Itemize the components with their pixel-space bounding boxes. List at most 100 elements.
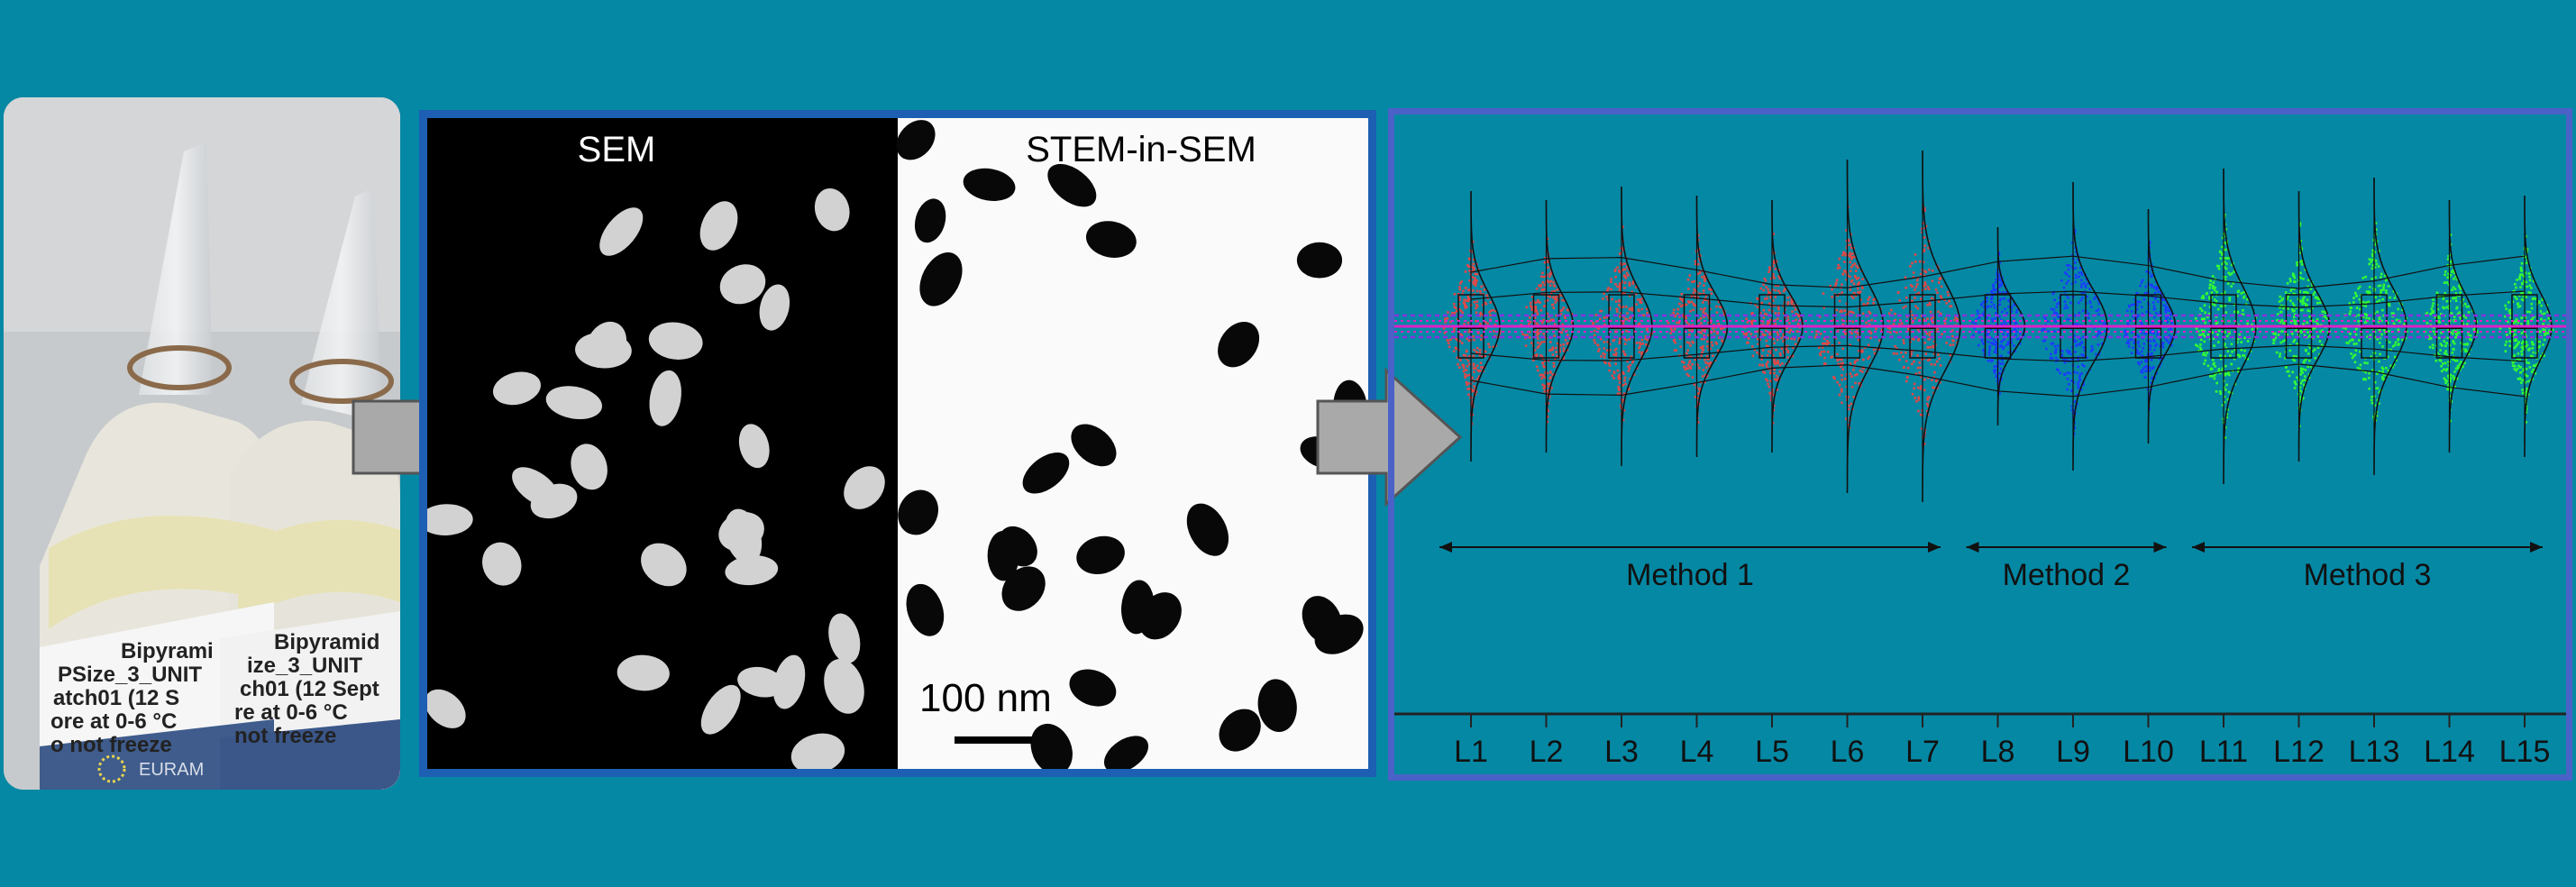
data-point bbox=[2520, 350, 2523, 353]
data-point bbox=[1750, 323, 1754, 326]
data-point bbox=[2081, 335, 2085, 339]
data-point bbox=[2530, 370, 2534, 373]
data-point bbox=[1672, 311, 1675, 315]
data-point bbox=[2520, 346, 2524, 349]
data-point bbox=[1993, 365, 1996, 369]
data-point bbox=[2513, 322, 2516, 325]
data-point bbox=[1676, 307, 1680, 311]
data-point bbox=[2353, 291, 2357, 295]
data-point bbox=[1838, 266, 1841, 270]
data-point bbox=[2529, 287, 2533, 289]
data-point bbox=[1555, 351, 1557, 353]
data-point bbox=[1777, 307, 1780, 311]
data-point bbox=[1466, 321, 1470, 325]
data-point bbox=[2236, 311, 2240, 315]
data-point bbox=[2522, 279, 2526, 283]
data-point bbox=[1475, 305, 1479, 308]
data-point bbox=[2442, 297, 2445, 300]
data-point bbox=[1692, 291, 1695, 295]
data-point bbox=[1845, 385, 1849, 389]
data-point bbox=[1442, 327, 1446, 330]
data-point bbox=[1860, 351, 1864, 353]
data-point bbox=[2276, 319, 2279, 322]
data-point bbox=[2542, 343, 2544, 346]
data-point bbox=[2518, 275, 2521, 279]
data-point bbox=[1822, 306, 1825, 309]
data-point bbox=[2230, 362, 2233, 366]
data-point bbox=[1770, 350, 1773, 352]
sem-particle bbox=[719, 264, 766, 305]
data-point bbox=[1553, 297, 1557, 301]
data-point bbox=[2381, 368, 2385, 370]
data-point bbox=[1696, 421, 1700, 424]
data-point bbox=[1918, 361, 1922, 364]
data-point bbox=[1480, 366, 1483, 369]
data-point bbox=[1974, 322, 1978, 325]
data-point bbox=[2223, 343, 2226, 347]
data-point bbox=[1777, 378, 1779, 380]
data-point bbox=[1932, 298, 1936, 301]
data-point bbox=[2443, 368, 2445, 371]
data-point bbox=[1562, 343, 1565, 346]
data-point bbox=[1991, 319, 1995, 323]
data-point bbox=[2282, 306, 2285, 310]
data-point bbox=[1928, 334, 1932, 336]
data-point bbox=[2516, 303, 2519, 306]
data-point bbox=[2137, 335, 2141, 338]
data-point bbox=[1619, 327, 1622, 331]
group-label: Method 1 bbox=[1626, 558, 1754, 592]
data-point bbox=[2316, 297, 2320, 300]
data-point bbox=[2213, 344, 2215, 347]
data-point bbox=[2513, 364, 2517, 368]
data-point bbox=[1623, 281, 1627, 284]
data-point bbox=[1762, 283, 1765, 287]
data-point bbox=[2462, 323, 2465, 326]
data-point bbox=[2168, 309, 2171, 312]
data-point bbox=[1841, 378, 1844, 381]
data-point bbox=[2146, 353, 2150, 357]
data-point bbox=[1472, 364, 1475, 367]
data-point bbox=[2223, 331, 2226, 334]
data-point bbox=[2371, 254, 2374, 258]
data-point bbox=[2369, 337, 2371, 340]
data-point bbox=[2371, 263, 2375, 267]
data-point bbox=[2508, 311, 2512, 315]
data-point bbox=[1444, 317, 1447, 321]
data-point bbox=[2432, 298, 2434, 301]
data-point bbox=[1767, 345, 1770, 348]
data-point bbox=[2223, 400, 2226, 404]
data-point bbox=[2543, 338, 2546, 342]
data-point bbox=[2542, 323, 2544, 326]
data-point bbox=[1635, 367, 1639, 370]
data-point bbox=[1694, 358, 1697, 361]
data-point bbox=[2079, 270, 2083, 274]
data-point bbox=[1983, 330, 1986, 334]
x-tick-label: L6 bbox=[1831, 735, 1865, 769]
data-point bbox=[2076, 371, 2079, 375]
data-point bbox=[2504, 350, 2507, 352]
data-point bbox=[2518, 278, 2521, 280]
data-point bbox=[2303, 383, 2306, 387]
data-point bbox=[2445, 379, 2449, 383]
trend-line bbox=[1470, 290, 2526, 308]
data-point bbox=[1763, 277, 1767, 280]
data-point bbox=[2381, 308, 2384, 312]
data-point bbox=[2443, 281, 2446, 285]
data-point bbox=[1471, 400, 1474, 403]
data-point bbox=[2296, 376, 2298, 379]
data-point bbox=[1552, 365, 1556, 368]
data-point bbox=[2401, 338, 2404, 342]
bracket-arrow bbox=[2192, 542, 2205, 553]
data-point bbox=[1489, 314, 1492, 316]
data-point bbox=[1539, 309, 1543, 312]
data-point bbox=[1771, 251, 1775, 255]
data-point bbox=[2155, 372, 2158, 375]
data-point bbox=[1768, 350, 1770, 353]
data-point bbox=[2521, 389, 2524, 391]
data-point bbox=[1536, 334, 1539, 337]
data-point bbox=[2076, 402, 2078, 406]
data-point bbox=[1905, 360, 1908, 362]
data-point bbox=[2141, 370, 2144, 374]
data-point bbox=[1793, 338, 1796, 341]
data-point bbox=[2011, 330, 2014, 334]
